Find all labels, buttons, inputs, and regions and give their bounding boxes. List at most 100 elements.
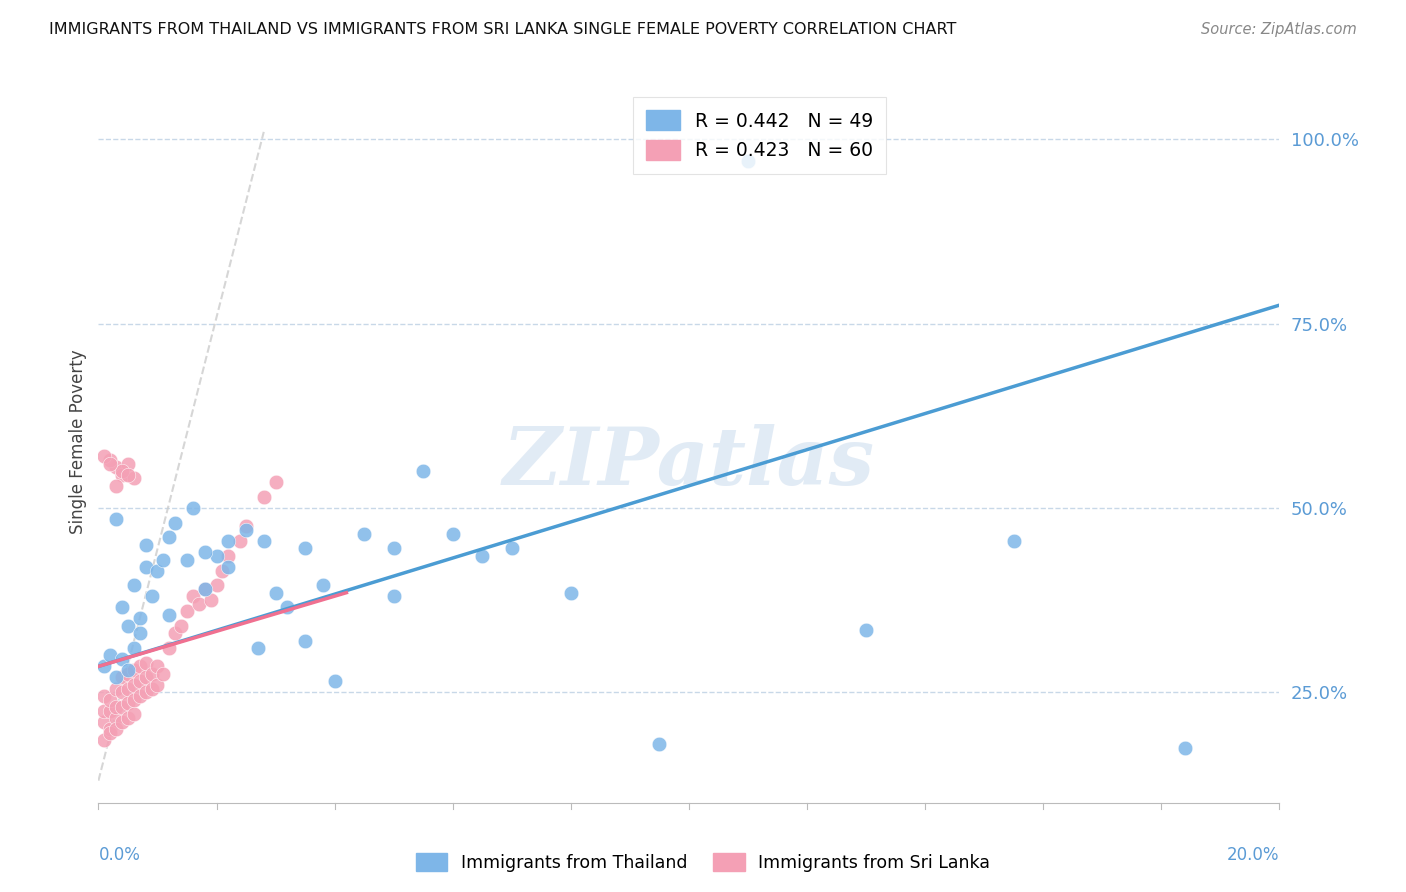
Immigrants from Sri Lanka — [128, 659, 150, 673]
Immigrants from Thailand — [205, 549, 228, 563]
Immigrants from Sri Lanka — [181, 590, 204, 604]
Immigrants from Sri Lanka — [165, 626, 187, 640]
Immigrants from Sri Lanka — [194, 582, 217, 596]
Immigrants from Thailand — [501, 541, 523, 556]
Immigrants from Sri Lanka — [117, 457, 139, 471]
Immigrants from Sri Lanka — [98, 725, 121, 739]
Legend: R = 0.442   N = 49, R = 0.423   N = 60: R = 0.442 N = 49, R = 0.423 N = 60 — [633, 97, 886, 174]
Y-axis label: Single Female Poverty: Single Female Poverty — [69, 350, 87, 533]
Immigrants from Sri Lanka — [205, 578, 228, 592]
Immigrants from Sri Lanka — [117, 681, 139, 696]
Immigrants from Sri Lanka — [117, 711, 139, 725]
Immigrants from Thailand — [105, 512, 128, 526]
Immigrants from Thailand — [323, 674, 346, 689]
Immigrants from Sri Lanka — [111, 700, 134, 714]
Immigrants from Sri Lanka — [93, 704, 115, 718]
Immigrants from Sri Lanka — [105, 681, 128, 696]
Immigrants from Sri Lanka — [98, 704, 121, 718]
Immigrants from Thailand — [471, 549, 494, 563]
Text: Source: ZipAtlas.com: Source: ZipAtlas.com — [1201, 22, 1357, 37]
Immigrants from Thailand — [294, 541, 316, 556]
Immigrants from Thailand — [235, 523, 257, 537]
Immigrants from Sri Lanka — [146, 678, 169, 692]
Immigrants from Thailand — [737, 154, 759, 169]
Immigrants from Sri Lanka — [98, 692, 121, 706]
Immigrants from Thailand — [176, 552, 198, 566]
Immigrants from Thailand — [253, 534, 276, 549]
Immigrants from Thailand — [560, 585, 582, 599]
Immigrants from Sri Lanka — [141, 666, 163, 681]
Immigrants from Sri Lanka — [105, 700, 128, 714]
Immigrants from Sri Lanka — [187, 597, 209, 611]
Immigrants from Thailand — [122, 640, 145, 655]
Immigrants from Sri Lanka — [111, 714, 134, 729]
Immigrants from Thailand — [194, 582, 217, 596]
Immigrants from Sri Lanka — [117, 467, 139, 482]
Immigrants from Sri Lanka — [111, 464, 134, 478]
Immigrants from Thailand — [135, 538, 157, 552]
Immigrants from Sri Lanka — [229, 534, 252, 549]
Immigrants from Sri Lanka — [170, 619, 193, 633]
Immigrants from Sri Lanka — [157, 640, 180, 655]
Immigrants from Thailand — [105, 670, 128, 684]
Immigrants from Sri Lanka — [98, 722, 121, 736]
Immigrants from Thailand — [855, 623, 877, 637]
Immigrants from Sri Lanka — [135, 685, 157, 699]
Immigrants from Thailand — [117, 663, 139, 677]
Immigrants from Thailand — [117, 619, 139, 633]
Text: 0.0%: 0.0% — [98, 847, 141, 864]
Immigrants from Thailand — [312, 578, 335, 592]
Immigrants from Thailand — [1002, 534, 1025, 549]
Immigrants from Sri Lanka — [105, 722, 128, 736]
Immigrants from Thailand — [128, 626, 150, 640]
Immigrants from Thailand — [98, 648, 121, 663]
Text: ZIPatlas: ZIPatlas — [503, 425, 875, 502]
Immigrants from Thailand — [157, 607, 180, 622]
Immigrants from Thailand — [1174, 740, 1197, 755]
Immigrants from Sri Lanka — [200, 593, 222, 607]
Immigrants from Sri Lanka — [98, 453, 121, 467]
Immigrants from Thailand — [246, 640, 269, 655]
Immigrants from Sri Lanka — [128, 674, 150, 689]
Immigrants from Sri Lanka — [93, 450, 115, 464]
Immigrants from Thailand — [93, 659, 115, 673]
Immigrants from Thailand — [165, 516, 187, 530]
Immigrants from Thailand — [382, 590, 405, 604]
Immigrants from Thailand — [217, 560, 239, 574]
Immigrants from Thailand — [122, 578, 145, 592]
Immigrants from Thailand — [294, 633, 316, 648]
Immigrants from Sri Lanka — [253, 490, 276, 504]
Immigrants from Sri Lanka — [122, 471, 145, 485]
Text: IMMIGRANTS FROM THAILAND VS IMMIGRANTS FROM SRI LANKA SINGLE FEMALE POVERTY CORR: IMMIGRANTS FROM THAILAND VS IMMIGRANTS F… — [49, 22, 956, 37]
Immigrants from Thailand — [157, 530, 180, 544]
Immigrants from Thailand — [382, 541, 405, 556]
Immigrants from Thailand — [217, 534, 239, 549]
Immigrants from Sri Lanka — [93, 733, 115, 747]
Immigrants from Sri Lanka — [117, 696, 139, 710]
Immigrants from Sri Lanka — [93, 714, 115, 729]
Immigrants from Sri Lanka — [111, 670, 134, 684]
Immigrants from Sri Lanka — [176, 604, 198, 618]
Immigrants from Thailand — [111, 600, 134, 615]
Immigrants from Thailand — [111, 652, 134, 666]
Immigrants from Sri Lanka — [128, 689, 150, 703]
Immigrants from Sri Lanka — [105, 460, 128, 475]
Immigrants from Thailand — [128, 611, 150, 625]
Immigrants from Sri Lanka — [122, 692, 145, 706]
Immigrants from Sri Lanka — [122, 707, 145, 722]
Immigrants from Sri Lanka — [111, 467, 134, 482]
Immigrants from Thailand — [648, 737, 671, 751]
Immigrants from Sri Lanka — [122, 663, 145, 677]
Immigrants from Sri Lanka — [217, 549, 239, 563]
Immigrants from Sri Lanka — [152, 666, 174, 681]
Immigrants from Thailand — [152, 552, 174, 566]
Legend: Immigrants from Thailand, Immigrants from Sri Lanka: Immigrants from Thailand, Immigrants fro… — [409, 847, 997, 879]
Immigrants from Thailand — [353, 526, 375, 541]
Immigrants from Sri Lanka — [135, 656, 157, 670]
Immigrants from Sri Lanka — [235, 519, 257, 533]
Immigrants from Thailand — [146, 564, 169, 578]
Immigrants from Sri Lanka — [122, 678, 145, 692]
Immigrants from Sri Lanka — [211, 564, 233, 578]
Immigrants from Thailand — [441, 526, 464, 541]
Immigrants from Thailand — [194, 545, 217, 559]
